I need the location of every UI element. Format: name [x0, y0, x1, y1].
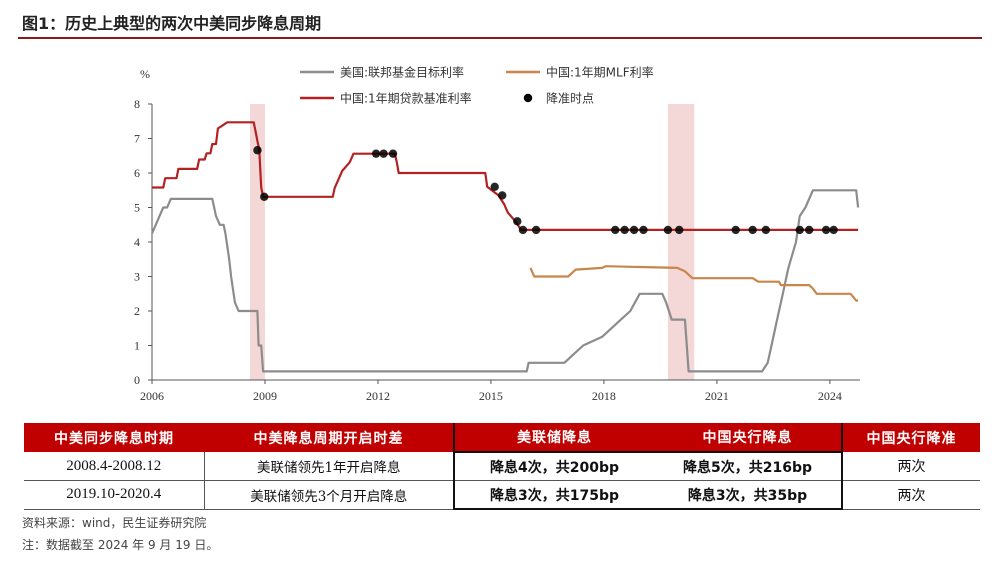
table-header: 中国央行降准 — [842, 423, 980, 452]
shaded-periods — [249, 104, 695, 380]
table-row: 2019.10-2020.4 美联储领先3个月开启降息 降息3次，共175bp … — [24, 480, 980, 510]
table-header: 中美同步降息时期 — [24, 423, 204, 452]
rrr-cut-point — [829, 225, 838, 235]
table-cell-rrr: 两次 — [842, 480, 980, 510]
table-header: 中美降息周期开启时差 — [204, 423, 454, 452]
data-date-note: 注：数据截至 2024 年 9 月 19 日。 — [22, 538, 219, 552]
rrr-cut-point — [795, 225, 804, 235]
table-header-row: 中美同步降息时期 中美降息周期开启时差 美联储降息 中国央行降息 中国央行降准 — [24, 423, 980, 452]
rrr-cut-point — [371, 149, 381, 158]
rrr-cut-point — [821, 225, 831, 235]
y-tick-label: 2 — [134, 304, 140, 318]
rrr-cut-points — [253, 146, 838, 235]
x-tick-label: 2015 — [479, 389, 503, 403]
rrr-cut-point — [761, 225, 771, 235]
rrr-cut-point — [620, 225, 629, 235]
table-cell-period: 2008.4-2008.12 — [24, 452, 204, 481]
x-tick-label: 2012 — [366, 389, 390, 403]
y-tick-label: 8 — [134, 97, 140, 111]
rrr-cut-point — [388, 149, 398, 158]
rrr-cut-point — [804, 225, 814, 235]
y-tick-label: 3 — [134, 270, 140, 284]
chart-axes: 0 1 2 3 4 5 6 7 8 2006 2009 2012 2015 2018 2021 2024% — [134, 67, 860, 403]
x-tick-label: 2021 — [705, 389, 729, 403]
legend-label: 中国:1年期贷款基准利率 — [340, 91, 472, 106]
rrr-cut-point — [379, 149, 388, 158]
table-cell-lag: 美联储领先3个月开启降息 — [203, 480, 454, 510]
series-line — [150, 189, 860, 373]
source-note: 资料来源：wind，民生证券研究院 — [22, 516, 207, 530]
rrr-cut-point — [675, 225, 684, 235]
table-cell-lag: 美联储领先1年开启降息 — [203, 452, 454, 481]
shaded-period — [667, 104, 695, 380]
table-cell-rrr: 两次 — [842, 452, 980, 481]
table-cell-period: 2019.10-2020.4 — [24, 480, 204, 510]
x-tick-label: 2009 — [253, 389, 277, 403]
x-tick-label: 2018 — [592, 389, 616, 403]
y-tick-label: 5 — [134, 201, 140, 215]
table-row: 2008.4-2008.12 美联储领先1年开启降息 降息4次，共200bp 降… — [24, 451, 980, 481]
series-line — [529, 265, 859, 302]
table-cell-fed-cut: 降息4次，共200bp — [453, 451, 654, 481]
figure-title: 图1：历史上典型的两次中美同步降息周期 — [22, 14, 322, 33]
rrr-cut-point — [518, 225, 528, 235]
rrr-cut-point — [498, 191, 507, 200]
title-rule — [18, 37, 982, 39]
rrr-cut-point — [531, 225, 541, 235]
rrr-cut-point — [253, 146, 262, 155]
rrr-cut-point — [663, 225, 673, 235]
table-cell-pboc-cut: 降息5次，共216bp — [654, 451, 843, 481]
y-tick-label: 7 — [134, 132, 140, 146]
table-cell-fed-cut: 降息3次，共175bp — [453, 480, 654, 510]
rrr-cut-point — [611, 225, 620, 235]
rrr-cut-point — [731, 225, 740, 235]
x-tick-label: 2024 — [818, 389, 842, 403]
table-header: 中国央行降息 — [654, 423, 843, 452]
legend-label: 中国:1年期MLF利率 — [546, 65, 654, 80]
legend-label: 降准时点 — [546, 92, 594, 106]
rrr-cut-point — [639, 225, 648, 235]
rrr-cut-point — [513, 217, 522, 226]
legend-label: 美国:联邦基金目标利率 — [340, 65, 464, 80]
rate-chart: 0 1 2 3 4 5 6 7 8 2006 2009 2012 2015 2018 2021 2024% 美… — [134, 65, 860, 403]
rrr-cut-point — [490, 182, 499, 191]
y-tick-label: 6 — [134, 166, 140, 180]
legend-swatch — [523, 93, 533, 103]
rrr-cut-point — [260, 192, 269, 202]
y-axis-unit: % — [140, 67, 150, 81]
y-tick-label: 4 — [134, 235, 140, 249]
rrr-cut-point — [748, 225, 757, 235]
summary-table: 中美同步降息时期 中美降息周期开启时差 美联储降息 中国央行降息 中国央行降准 … — [24, 423, 980, 510]
table-cell-pboc-cut: 降息3次，共35bp — [654, 480, 843, 510]
figure-notes: 资料来源：wind，民生证券研究院 注：数据截至 2024 年 9 月 19 日… — [22, 512, 218, 556]
y-tick-label: 1 — [134, 339, 140, 353]
x-tick-label: 2006 — [140, 389, 164, 403]
y-tick-label: 0 — [134, 373, 140, 387]
rrr-cut-point — [629, 225, 639, 235]
table-header: 美联储降息 — [453, 423, 654, 452]
